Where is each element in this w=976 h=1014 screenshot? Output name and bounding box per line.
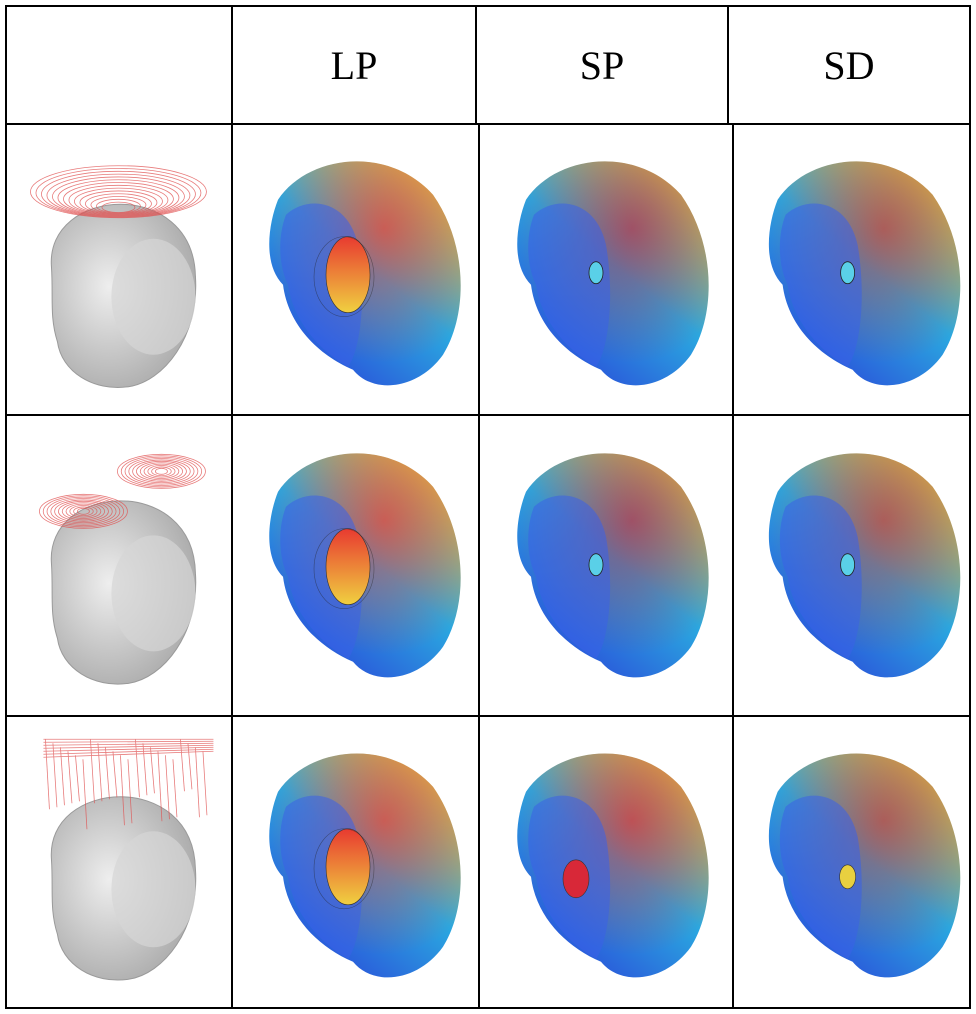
focal-region — [839, 864, 856, 890]
brain-cut-face — [779, 203, 862, 367]
brain-cut-face — [528, 495, 611, 659]
brain-cut-face — [779, 495, 862, 659]
brain-field-sd-row-1 — [768, 161, 961, 386]
brain-field-lp-row-2 — [269, 453, 461, 678]
header-sp: SP — [579, 42, 625, 88]
head-with-figure-eight-coil-icon — [39, 453, 206, 685]
focal-region — [562, 859, 590, 899]
brain-field-sd-row-3 — [768, 753, 961, 978]
head-with-coil-array-icon — [43, 738, 214, 981]
header-corner-cell — [6, 6, 232, 124]
focal-region — [325, 236, 371, 313]
focal-region — [840, 261, 856, 285]
header-sd: SD — [823, 42, 875, 88]
brain-field-sp-row-2 — [517, 453, 709, 678]
focal-region — [325, 528, 371, 605]
head-with-circular-coil-icon — [30, 165, 207, 388]
focal-region — [325, 828, 371, 906]
focal-region — [588, 261, 604, 285]
focal-region — [840, 553, 856, 577]
brain-field-lp-row-1 — [269, 161, 461, 386]
brain-cut-face — [528, 203, 611, 367]
brain-field-lp-row-3 — [269, 753, 461, 978]
brain-field-sp-row-3 — [517, 753, 709, 978]
header-lp: LP — [330, 42, 378, 88]
brain-field-sd-row-2 — [768, 453, 961, 678]
focal-region — [588, 553, 604, 577]
brain-field-sp-row-1 — [517, 161, 709, 386]
